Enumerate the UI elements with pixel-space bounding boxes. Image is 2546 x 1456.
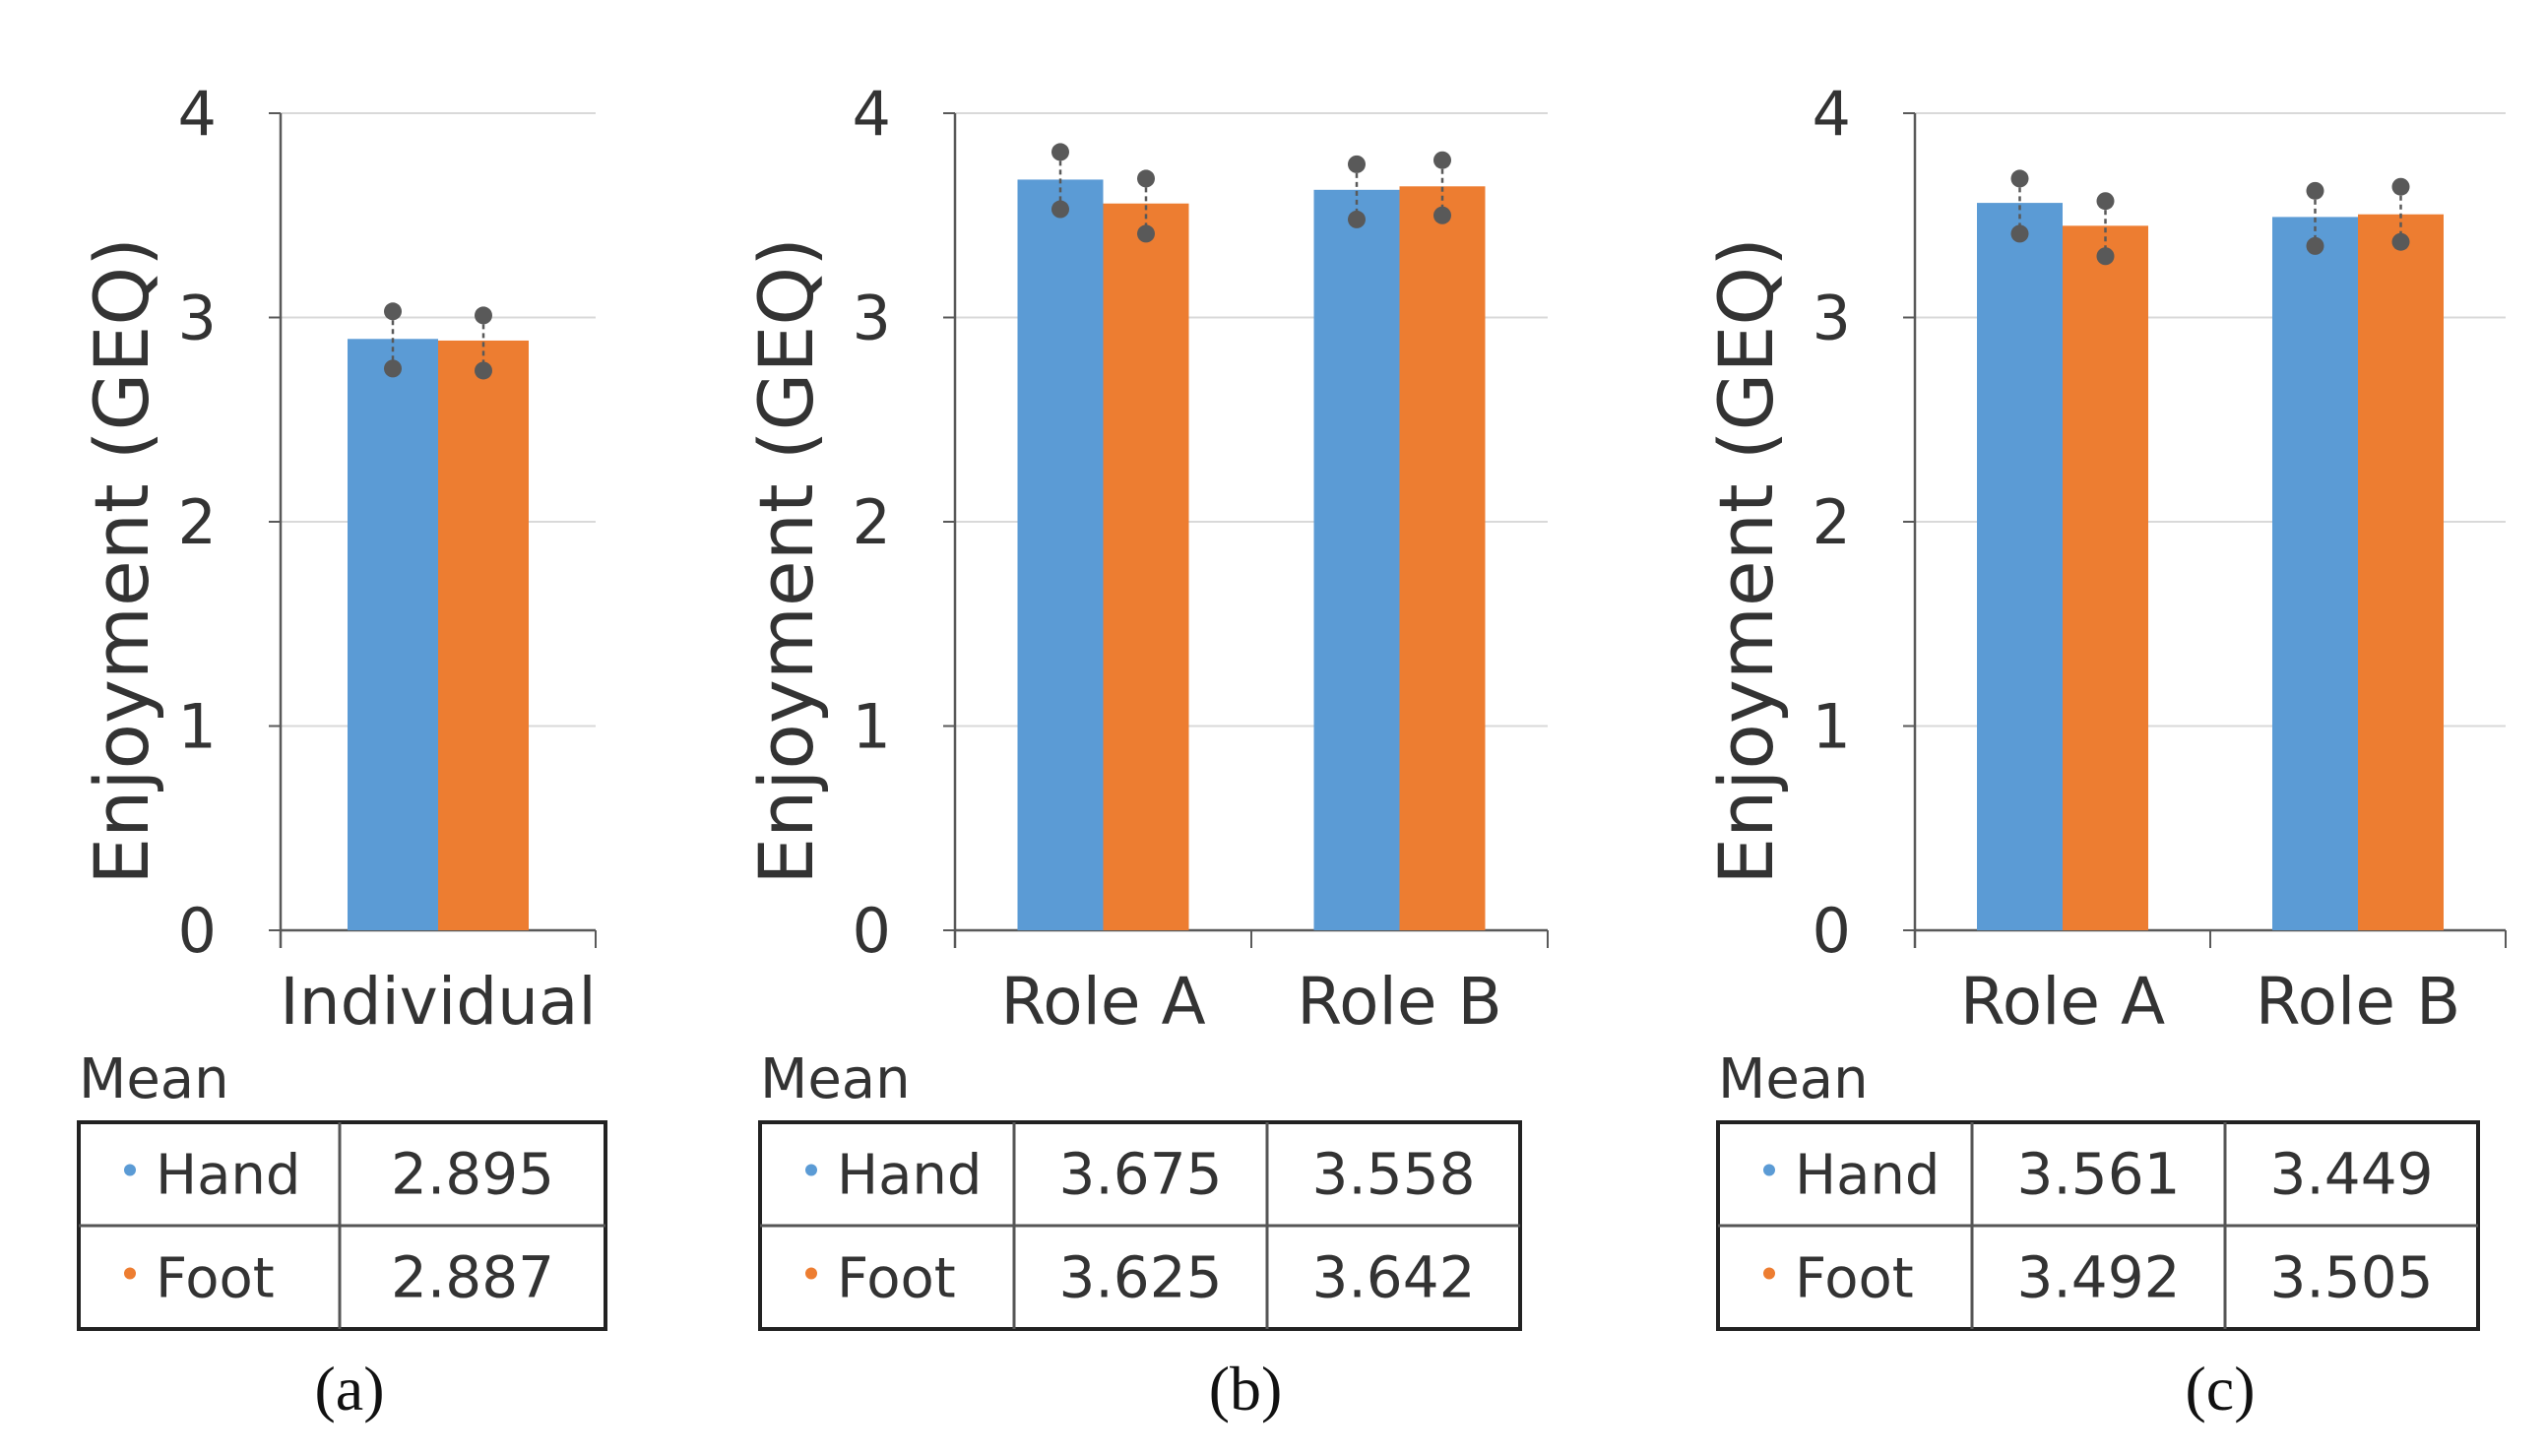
table-cell-value: 3.642 xyxy=(1311,1244,1475,1311)
error-bar-cap-low xyxy=(2096,247,2115,266)
x-tick-label: Role B xyxy=(2256,964,2460,1040)
y-tick-label: 4 xyxy=(853,78,891,150)
error-bar-cap-high xyxy=(2010,169,2029,188)
bar-hand xyxy=(1017,179,1104,930)
bar-hand xyxy=(1977,203,2063,930)
y-tick-label: 1 xyxy=(1813,691,1851,763)
table-cell-value: 2.887 xyxy=(391,1244,554,1311)
table-row-label: Hand xyxy=(837,1144,982,1208)
error-bar-cap-high xyxy=(2306,181,2324,200)
table-cell-value: 3.675 xyxy=(1058,1141,1222,1208)
bar-foot xyxy=(1103,203,1189,931)
table-title: Mean xyxy=(1718,1047,1869,1111)
y-tick-label: 0 xyxy=(1813,895,1851,967)
y-axis-label: Enjoyment (GEQ) xyxy=(1702,237,1790,885)
panel-label: (c) xyxy=(2185,1354,2255,1424)
panel-3: 0 1 2 3 4 Enjoyment (GEQ) Role A Role B Mean Hand… xyxy=(1702,78,2507,1424)
table-cell-value: 3.558 xyxy=(1311,1141,1475,1208)
table-title: Mean xyxy=(760,1047,911,1111)
error-bar-cap-high xyxy=(475,306,492,325)
y-axis-label: Enjoyment (GEQ) xyxy=(78,237,165,885)
table-row-label: Foot xyxy=(1795,1247,1914,1311)
bar-hand xyxy=(2272,217,2358,930)
bar-foot xyxy=(2063,225,2148,930)
table-title: Mean xyxy=(79,1047,229,1111)
x-tick-label: Role B xyxy=(1297,964,1501,1040)
table-cell-value: 3.505 xyxy=(2269,1244,2433,1311)
error-bar-cap-low xyxy=(1137,224,1155,243)
legend-marker-hand xyxy=(1763,1164,1775,1176)
y-tick-label: 1 xyxy=(853,691,891,763)
error-bar-cap-high xyxy=(1433,151,1451,169)
y-tick-label: 2 xyxy=(178,486,217,558)
y-tick-label: 1 xyxy=(178,691,217,763)
table-row-label: Hand xyxy=(1795,1144,1940,1208)
error-bar-cap-low xyxy=(1348,210,1366,228)
error-bar-cap-low xyxy=(2306,236,2324,255)
legend-marker-foot xyxy=(1763,1267,1775,1280)
y-tick-label: 2 xyxy=(853,486,891,558)
y-tick-label: 4 xyxy=(178,78,217,150)
table-row-label: Hand xyxy=(156,1144,300,1208)
error-bar-cap-low xyxy=(1051,200,1069,219)
x-tick-label: Role A xyxy=(1960,964,2165,1040)
y-tick-label: 3 xyxy=(1813,283,1851,354)
table-cell-value: 3.492 xyxy=(2016,1244,2180,1311)
legend-marker-hand xyxy=(805,1164,817,1176)
bar-foot xyxy=(2358,214,2444,930)
x-tick-label: Role A xyxy=(1000,964,1205,1040)
error-bar-cap-low xyxy=(2010,224,2029,243)
legend-marker-foot xyxy=(805,1267,817,1280)
bar-foot xyxy=(438,340,529,930)
error-bar-cap-low xyxy=(2391,232,2410,251)
table-cell-value: 3.625 xyxy=(1058,1244,1222,1311)
legend-marker-hand xyxy=(124,1164,136,1176)
y-tick-label: 2 xyxy=(1813,486,1851,558)
y-tick-label: 0 xyxy=(853,895,891,967)
bar-foot xyxy=(1399,186,1486,930)
table-row-label: Foot xyxy=(156,1247,275,1311)
error-bar-cap-high xyxy=(1051,143,1069,161)
y-tick-label: 0 xyxy=(178,895,217,967)
error-bar-cap-high xyxy=(1137,169,1155,188)
error-bar-cap-high xyxy=(384,302,402,321)
error-bar-cap-high xyxy=(1348,155,1366,173)
table-row-label: Foot xyxy=(837,1247,956,1311)
table-cell-value: 2.895 xyxy=(391,1141,554,1208)
error-bar-cap-high xyxy=(2096,192,2115,211)
error-bar-cap-low xyxy=(1433,206,1451,224)
legend-marker-foot xyxy=(124,1267,136,1280)
error-bar-cap-low xyxy=(384,359,402,378)
bar-hand xyxy=(1313,189,1400,930)
x-tick-label: Individual xyxy=(280,964,596,1040)
panel-label: (a) xyxy=(314,1354,384,1424)
panel-label: (b) xyxy=(1209,1354,1283,1424)
panel-2: 0 1 2 3 4 Enjoyment (GEQ) Role A Role B Mean Hand… xyxy=(742,78,1549,1424)
table-cell-value: 3.561 xyxy=(2016,1141,2180,1208)
panel-1: 0 1 2 3 4 Enjoyment (GEQ) Individual Mean Hand 2.… xyxy=(77,78,607,1424)
bar-hand xyxy=(348,339,438,931)
y-tick-label: 4 xyxy=(1813,78,1851,150)
table-cell-value: 3.449 xyxy=(2269,1141,2433,1208)
error-bar-cap-high xyxy=(2391,177,2410,196)
y-axis-label: Enjoyment (GEQ) xyxy=(742,237,830,885)
y-tick-label: 3 xyxy=(853,283,891,354)
error-bar-cap-low xyxy=(475,361,492,380)
y-tick-label: 3 xyxy=(178,283,217,354)
